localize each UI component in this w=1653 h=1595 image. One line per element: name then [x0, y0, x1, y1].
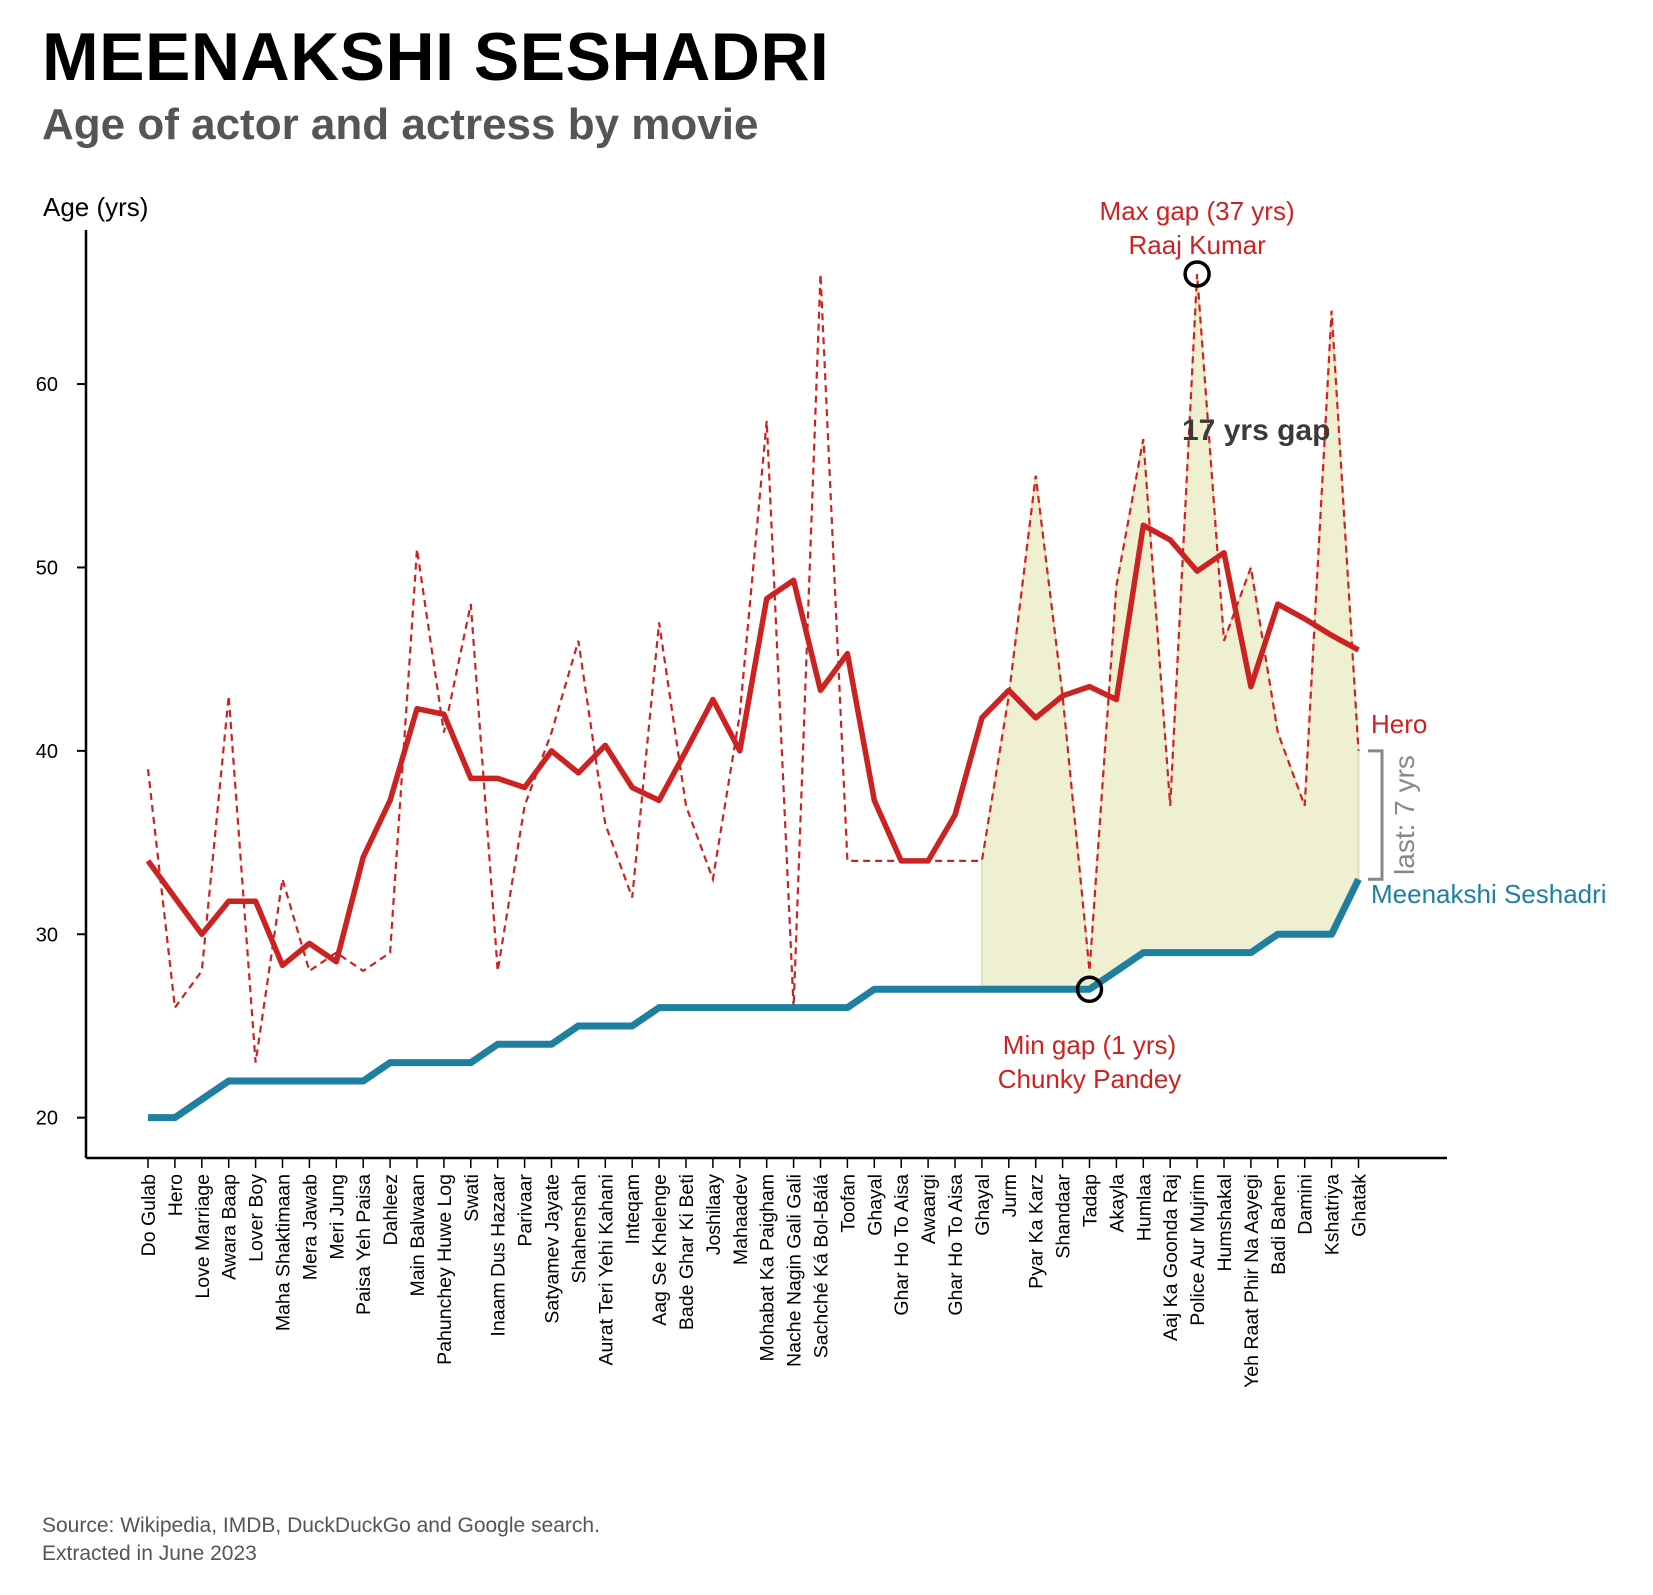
last-gap-label: last: 7 yrs — [1389, 755, 1420, 875]
source-line-1: Source: Wikipedia, IMDB, DuckDuckGo and … — [42, 1514, 600, 1537]
hero-series-label: Hero — [1371, 709, 1427, 739]
x-tick-label: Do Gulab — [138, 1174, 160, 1257]
axes — [77, 230, 1447, 1168]
x-tick-label: Nache Nagin Gali Gali — [784, 1174, 806, 1367]
x-tick-label: Mera Jawab — [299, 1174, 321, 1280]
hero-average-line — [145, 522, 1360, 969]
max-gap-name: Raaj Kumar — [1128, 230, 1266, 260]
x-tick-label: Lover Boy — [246, 1174, 268, 1262]
x-tick-label: Inaam Dus Hazaar — [488, 1174, 510, 1337]
x-tick-label: Mahaadev — [730, 1174, 752, 1265]
x-tick-label: Main Balwaan — [407, 1174, 429, 1296]
y-tick-label: 60 — [36, 374, 58, 396]
x-tick-label: Aurat Teri Yehi Kahani — [595, 1174, 617, 1366]
x-tick-label: Ghayal — [864, 1174, 886, 1236]
min-gap-label: Min gap (1 yrs) — [1003, 1030, 1176, 1060]
x-tick-label: Aaj Ka Goonda Raj — [1160, 1174, 1182, 1341]
x-tick-label: Shahenshah — [568, 1174, 590, 1284]
gap-shading — [980, 273, 1360, 991]
x-tick-label: Sachché Ká Bol-Bálá — [811, 1174, 833, 1358]
y-axis-label: Age (yrs) — [43, 192, 148, 222]
actress-series-label: Meenakshi Seshadri — [1371, 879, 1607, 909]
x-tick-label: Humlaa — [1133, 1174, 1155, 1241]
x-tick-label: Police Aur Mujrim — [1187, 1174, 1209, 1326]
x-tick-label: Swati — [461, 1174, 483, 1222]
source-note: Source: Wikipedia, IMDB, DuckDuckGo and … — [42, 1512, 600, 1568]
chart-title: MEENAKSHI SESHADRI — [42, 19, 830, 95]
x-tick-label: Awara Baap — [219, 1174, 241, 1280]
max-gap-marker — [1183, 260, 1211, 288]
x-tick-label: Love Marriage — [192, 1174, 214, 1299]
min-gap-name: Chunky Pandey — [998, 1064, 1182, 1094]
x-tick-label: Hero — [165, 1174, 187, 1216]
x-tick-label: Badi Bahen — [1268, 1174, 1290, 1275]
series-lines — [145, 273, 1362, 1122]
x-tick-label: Yeh Raat Phir Na Aayegi — [1241, 1174, 1263, 1388]
x-tick-label: Paisa Yeh Paisa — [353, 1174, 375, 1315]
x-tick-label: Ghar Ho To Aisa — [891, 1174, 913, 1316]
tick-labels: 20 30 40 50 60 Age (yrs) Do Gulab Hero Love Marr… — [36, 192, 1371, 1388]
y-tick-label: 30 — [36, 924, 58, 946]
hero-age-line — [146, 273, 1360, 1063]
x-tick-label: Inteqam — [622, 1174, 644, 1244]
x-tick-label: Kshatriya — [1322, 1174, 1344, 1255]
x-tick-label: Satyamev Jayate — [542, 1174, 564, 1324]
x-tick-label: Ghayal — [972, 1174, 994, 1236]
x-tick-label: Joshilaay — [703, 1174, 725, 1256]
annotations: Max gap (37 yrs) Raaj Kumar Min gap (1 yrs… — [998, 196, 1607, 1094]
x-tick-label: Bade Ghar Ki Beti — [676, 1174, 698, 1330]
x-tick-label: Jurm — [999, 1174, 1021, 1217]
chart-subtitle: Age of actor and actress by movie — [42, 100, 759, 149]
min-gap-marker — [1075, 975, 1104, 1004]
last-gap-bracket — [1368, 749, 1384, 881]
x-tick-label: Shandaar — [1053, 1174, 1075, 1259]
x-tick-label: Pyar Ka Karz — [1026, 1174, 1048, 1289]
x-tick-label: Akayla — [1106, 1174, 1128, 1233]
x-tick-label: Ghar Ho To Aisa — [945, 1174, 967, 1316]
y-tick-label: 40 — [36, 741, 58, 763]
source-line-2: Extracted in June 2023 — [42, 1542, 257, 1565]
gap-area — [980, 273, 1360, 991]
y-tick-label: 20 — [36, 1108, 58, 1130]
x-tick-label: Maha Shaktimaan — [273, 1174, 295, 1331]
x-tick-label: Meri Jung — [326, 1174, 348, 1260]
x-tick-label: Mohabat Ka Paigham — [757, 1174, 779, 1362]
x-tick-label: Humshakal — [1214, 1174, 1236, 1272]
x-tick-label: Aag Se Khelenge — [649, 1174, 671, 1326]
average-gap-label: 17 yrs gap — [1182, 414, 1330, 447]
x-tick-label: Damini — [1295, 1174, 1317, 1235]
actress-age-line — [148, 877, 1362, 1122]
x-tick-label: Toofan — [837, 1174, 859, 1233]
x-tick-label: Tadap — [1080, 1174, 1102, 1227]
x-tick-label: Ghatak — [1349, 1174, 1371, 1237]
x-tick-label: Pahunchey Huwe Log — [434, 1174, 456, 1365]
x-tick-label: Dahleez — [380, 1174, 402, 1246]
max-gap-label: Max gap (37 yrs) — [1100, 196, 1295, 226]
x-tick-label: Awaargi — [918, 1174, 940, 1244]
x-tick-label: Parivaar — [515, 1174, 537, 1247]
y-tick-label: 50 — [36, 557, 58, 579]
